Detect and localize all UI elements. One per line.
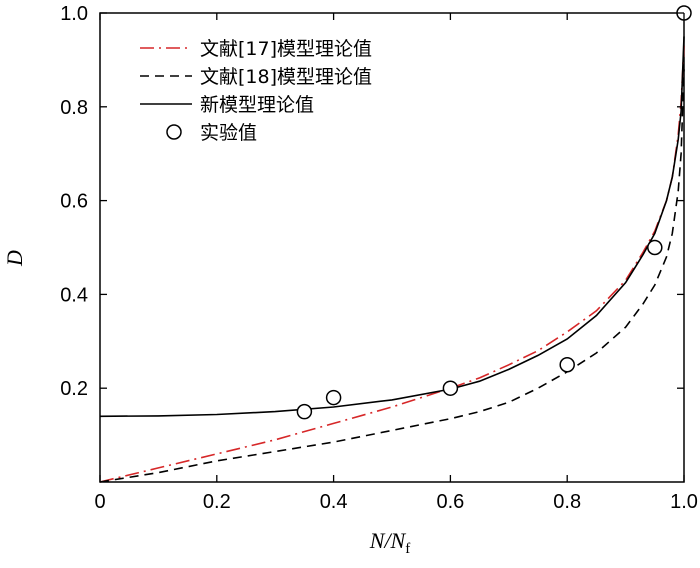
x-axis-label-main: N — [369, 528, 386, 553]
experimental-point — [442, 380, 459, 396]
legend-marker-experimental — [166, 124, 182, 140]
series-line-1 — [99, 45, 685, 483]
y-axis-label: D — [2, 250, 27, 267]
experimental-point — [647, 239, 663, 256]
y-tick-label: 0.8 — [60, 97, 88, 119]
y-tick-label: 1.0 — [60, 3, 88, 25]
experimental-point — [559, 357, 575, 373]
legend-label-3: 新模型理论值 — [200, 94, 314, 116]
x-axis-label: N/Nf — [369, 528, 410, 557]
x-axis-ticks: 0 0.2 0.4 0.6 0.8 1.0 — [94, 13, 698, 513]
x-tick-label: 0.8 — [553, 491, 581, 513]
x-tick-label: 0.4 — [320, 491, 348, 513]
x-tick-label: 0.2 — [203, 491, 231, 513]
x-tick-label: 1.0 — [670, 491, 698, 513]
x-axis-label-rest: /N — [382, 528, 406, 553]
legend-label-2: 文献[18]模型理论值 — [200, 66, 372, 88]
experimental-point — [325, 389, 342, 406]
plot-frame — [99, 12, 685, 483]
x-axis-label-sub: f — [405, 541, 410, 557]
legend-label-1: 文献[17]模型理论值 — [200, 38, 372, 60]
plot-area — [99, 5, 692, 483]
series-line-3 — [99, 36, 685, 418]
x-tick-label: 0 — [94, 491, 105, 513]
x-tick-label: 0.6 — [436, 491, 464, 513]
y-tick-label: 0.2 — [60, 378, 88, 400]
y-tick-label: 0.4 — [60, 284, 88, 306]
legend-label-experimental: 实验值 — [200, 122, 257, 144]
y-axis-ticks: 0.2 0.4 0.6 0.8 1.0 — [60, 3, 684, 400]
series-line-2 — [99, 69, 685, 483]
experimental-point — [296, 403, 313, 420]
y-tick-label: 0.6 — [60, 191, 88, 213]
